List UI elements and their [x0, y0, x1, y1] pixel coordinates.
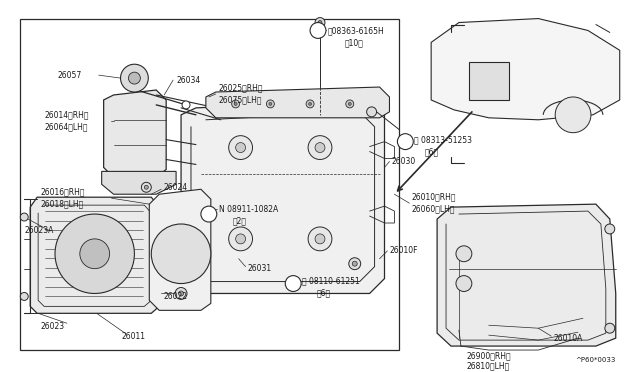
Text: 26014〈RH〉: 26014〈RH〉: [44, 110, 88, 119]
Polygon shape: [149, 189, 211, 310]
Text: 26900〈RH〉: 26900〈RH〉: [467, 352, 511, 360]
Circle shape: [315, 17, 325, 28]
Circle shape: [397, 134, 413, 150]
Text: 26010〈RH〉: 26010〈RH〉: [412, 193, 456, 202]
Text: S: S: [316, 28, 320, 33]
Text: 26025〈RH〉: 26025〈RH〉: [219, 84, 263, 93]
Circle shape: [266, 100, 275, 108]
Circle shape: [308, 136, 332, 160]
Circle shape: [308, 102, 312, 105]
Text: 26024: 26024: [163, 183, 188, 192]
Polygon shape: [102, 171, 176, 194]
Circle shape: [182, 101, 190, 109]
Text: 26075〈LH〉: 26075〈LH〉: [219, 96, 262, 105]
Circle shape: [228, 227, 253, 251]
Text: Ⓑ 08110-61251: Ⓑ 08110-61251: [302, 276, 360, 285]
Text: 26057: 26057: [57, 71, 81, 80]
Polygon shape: [437, 204, 616, 346]
Circle shape: [232, 100, 239, 108]
Text: 26023: 26023: [40, 322, 64, 331]
Circle shape: [605, 323, 615, 333]
Circle shape: [367, 107, 376, 117]
Text: 26011: 26011: [122, 332, 145, 341]
Circle shape: [348, 102, 351, 105]
Polygon shape: [181, 100, 385, 294]
Text: 〈2〉: 〈2〉: [233, 217, 246, 225]
Text: 26010A: 26010A: [553, 334, 582, 343]
Circle shape: [456, 246, 472, 262]
Text: 26010F: 26010F: [390, 246, 418, 255]
Circle shape: [201, 206, 217, 222]
Circle shape: [129, 72, 140, 84]
Circle shape: [80, 239, 109, 269]
Circle shape: [349, 258, 361, 270]
Circle shape: [20, 213, 28, 221]
Text: ^P60*0033: ^P60*0033: [575, 357, 616, 363]
Text: 26016〈RH〉: 26016〈RH〉: [40, 188, 84, 197]
Text: 26060〈LH〉: 26060〈LH〉: [412, 205, 455, 214]
Circle shape: [605, 224, 615, 234]
Circle shape: [179, 291, 184, 296]
Circle shape: [315, 234, 325, 244]
Text: Ⓝ08363-6165H: Ⓝ08363-6165H: [328, 26, 385, 35]
Text: 26023A: 26023A: [24, 227, 54, 235]
Polygon shape: [431, 19, 620, 120]
Text: S: S: [403, 139, 408, 145]
Circle shape: [228, 136, 253, 160]
Text: Ⓝ 08313-51253: Ⓝ 08313-51253: [414, 135, 472, 144]
Circle shape: [456, 276, 472, 292]
Text: （6）: （6）: [424, 147, 438, 156]
Bar: [20, 19, 399, 350]
Circle shape: [285, 276, 301, 292]
Text: 26810〈LH〉: 26810〈LH〉: [467, 362, 510, 371]
Circle shape: [234, 102, 237, 105]
Text: 26034: 26034: [176, 76, 200, 84]
Text: 26022: 26022: [163, 292, 187, 301]
Circle shape: [120, 64, 148, 92]
Text: N: N: [206, 211, 211, 217]
Circle shape: [315, 142, 325, 153]
Text: （6）: （6）: [317, 288, 331, 297]
Circle shape: [318, 20, 322, 25]
Circle shape: [308, 227, 332, 251]
Polygon shape: [469, 62, 509, 100]
Polygon shape: [104, 90, 166, 177]
Text: 26064〈LH〉: 26064〈LH〉: [44, 122, 88, 131]
Text: 26030: 26030: [392, 157, 416, 166]
Circle shape: [151, 224, 211, 283]
Text: 26031: 26031: [248, 264, 271, 273]
Circle shape: [346, 100, 354, 108]
Circle shape: [20, 292, 28, 301]
Circle shape: [145, 185, 148, 189]
Circle shape: [269, 102, 272, 105]
Circle shape: [556, 97, 591, 133]
Text: B: B: [291, 280, 296, 286]
Circle shape: [175, 288, 187, 299]
Circle shape: [306, 100, 314, 108]
Polygon shape: [206, 87, 390, 118]
Text: （10）: （10）: [345, 38, 364, 47]
Circle shape: [236, 142, 246, 153]
Polygon shape: [30, 197, 159, 313]
Circle shape: [141, 182, 151, 192]
Circle shape: [55, 214, 134, 294]
Circle shape: [310, 23, 326, 38]
Circle shape: [236, 234, 246, 244]
Text: N 08911-1082A: N 08911-1082A: [219, 205, 278, 214]
Circle shape: [352, 261, 357, 266]
Text: 26018〈LH〉: 26018〈LH〉: [40, 200, 83, 209]
